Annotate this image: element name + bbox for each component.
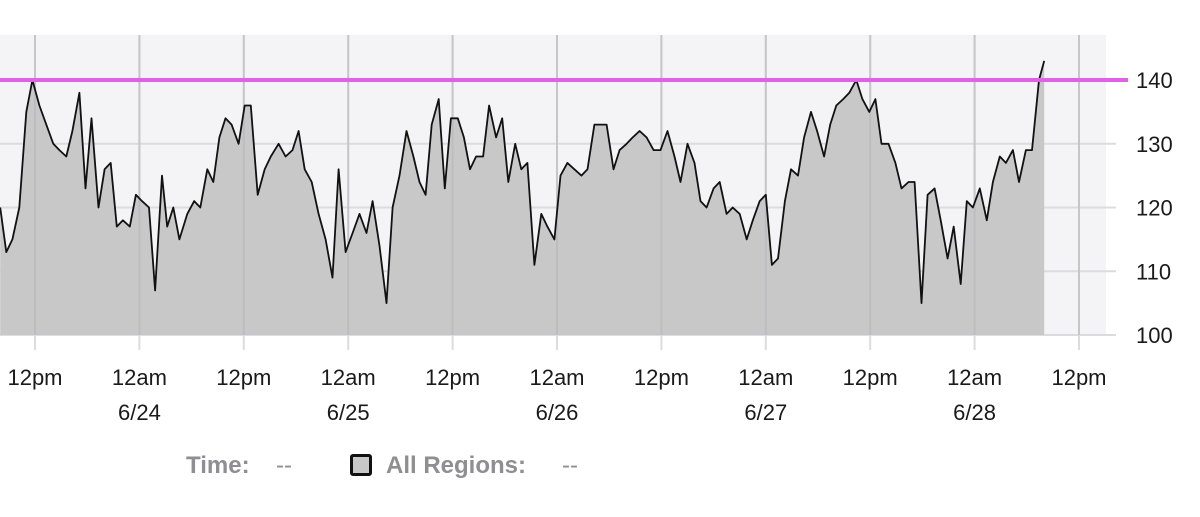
y-axis: 100 110 120 130 140 bbox=[1136, 68, 1173, 348]
vertical-grid-overlay bbox=[34, 35, 1080, 335]
x-tick-label: 12pm bbox=[1051, 365, 1106, 390]
x-axis: 12pm 12am 6/24 12pm 12am 6/25 12pm 12am 6/26 12pm… bbox=[7, 365, 1106, 425]
legend-series-label: All Regions: bbox=[386, 452, 527, 479]
y-tick-label: 100 bbox=[1136, 323, 1173, 348]
x-tick-label: 12am bbox=[321, 365, 376, 390]
x-tick-label: 12am bbox=[947, 365, 1002, 390]
x-tick-date-label: 6/26 bbox=[536, 400, 579, 425]
x-tick-date-label: 6/25 bbox=[327, 400, 370, 425]
x-tick-label: 12pm bbox=[425, 365, 480, 390]
time-series-chart[interactable]: 100 110 120 130 140 12pm 12am 6/24 12pm 12am 6/25… bbox=[0, 0, 1200, 440]
legend: Time: -- All Regions: -- bbox=[0, 446, 1200, 486]
y-tick-label: 120 bbox=[1136, 196, 1173, 221]
legend-time-label: Time: bbox=[186, 452, 250, 479]
x-tick-label: 12am bbox=[112, 365, 167, 390]
x-tick-label: 12pm bbox=[7, 365, 62, 390]
y-tick-label: 110 bbox=[1136, 259, 1171, 284]
y-tick-label: 130 bbox=[1136, 132, 1173, 157]
y-tick-label: 140 bbox=[1136, 68, 1173, 93]
x-tick-date-label: 6/24 bbox=[118, 400, 161, 425]
x-tick-date-label: 6/27 bbox=[744, 400, 787, 425]
series-line bbox=[0, 60, 1046, 304]
x-tick-label: 12pm bbox=[634, 365, 689, 390]
x-tick-label: 12pm bbox=[843, 365, 898, 390]
x-tick-label: 12am bbox=[738, 365, 793, 390]
legend-series-value: -- bbox=[562, 452, 578, 479]
legend-time-value: -- bbox=[276, 452, 292, 479]
legend-series-swatch[interactable] bbox=[350, 454, 372, 476]
x-tick-label: 12am bbox=[529, 365, 584, 390]
x-tick-label: 12pm bbox=[216, 365, 271, 390]
x-tick-date-label: 6/28 bbox=[953, 400, 996, 425]
series-area-fill bbox=[0, 60, 1045, 336]
